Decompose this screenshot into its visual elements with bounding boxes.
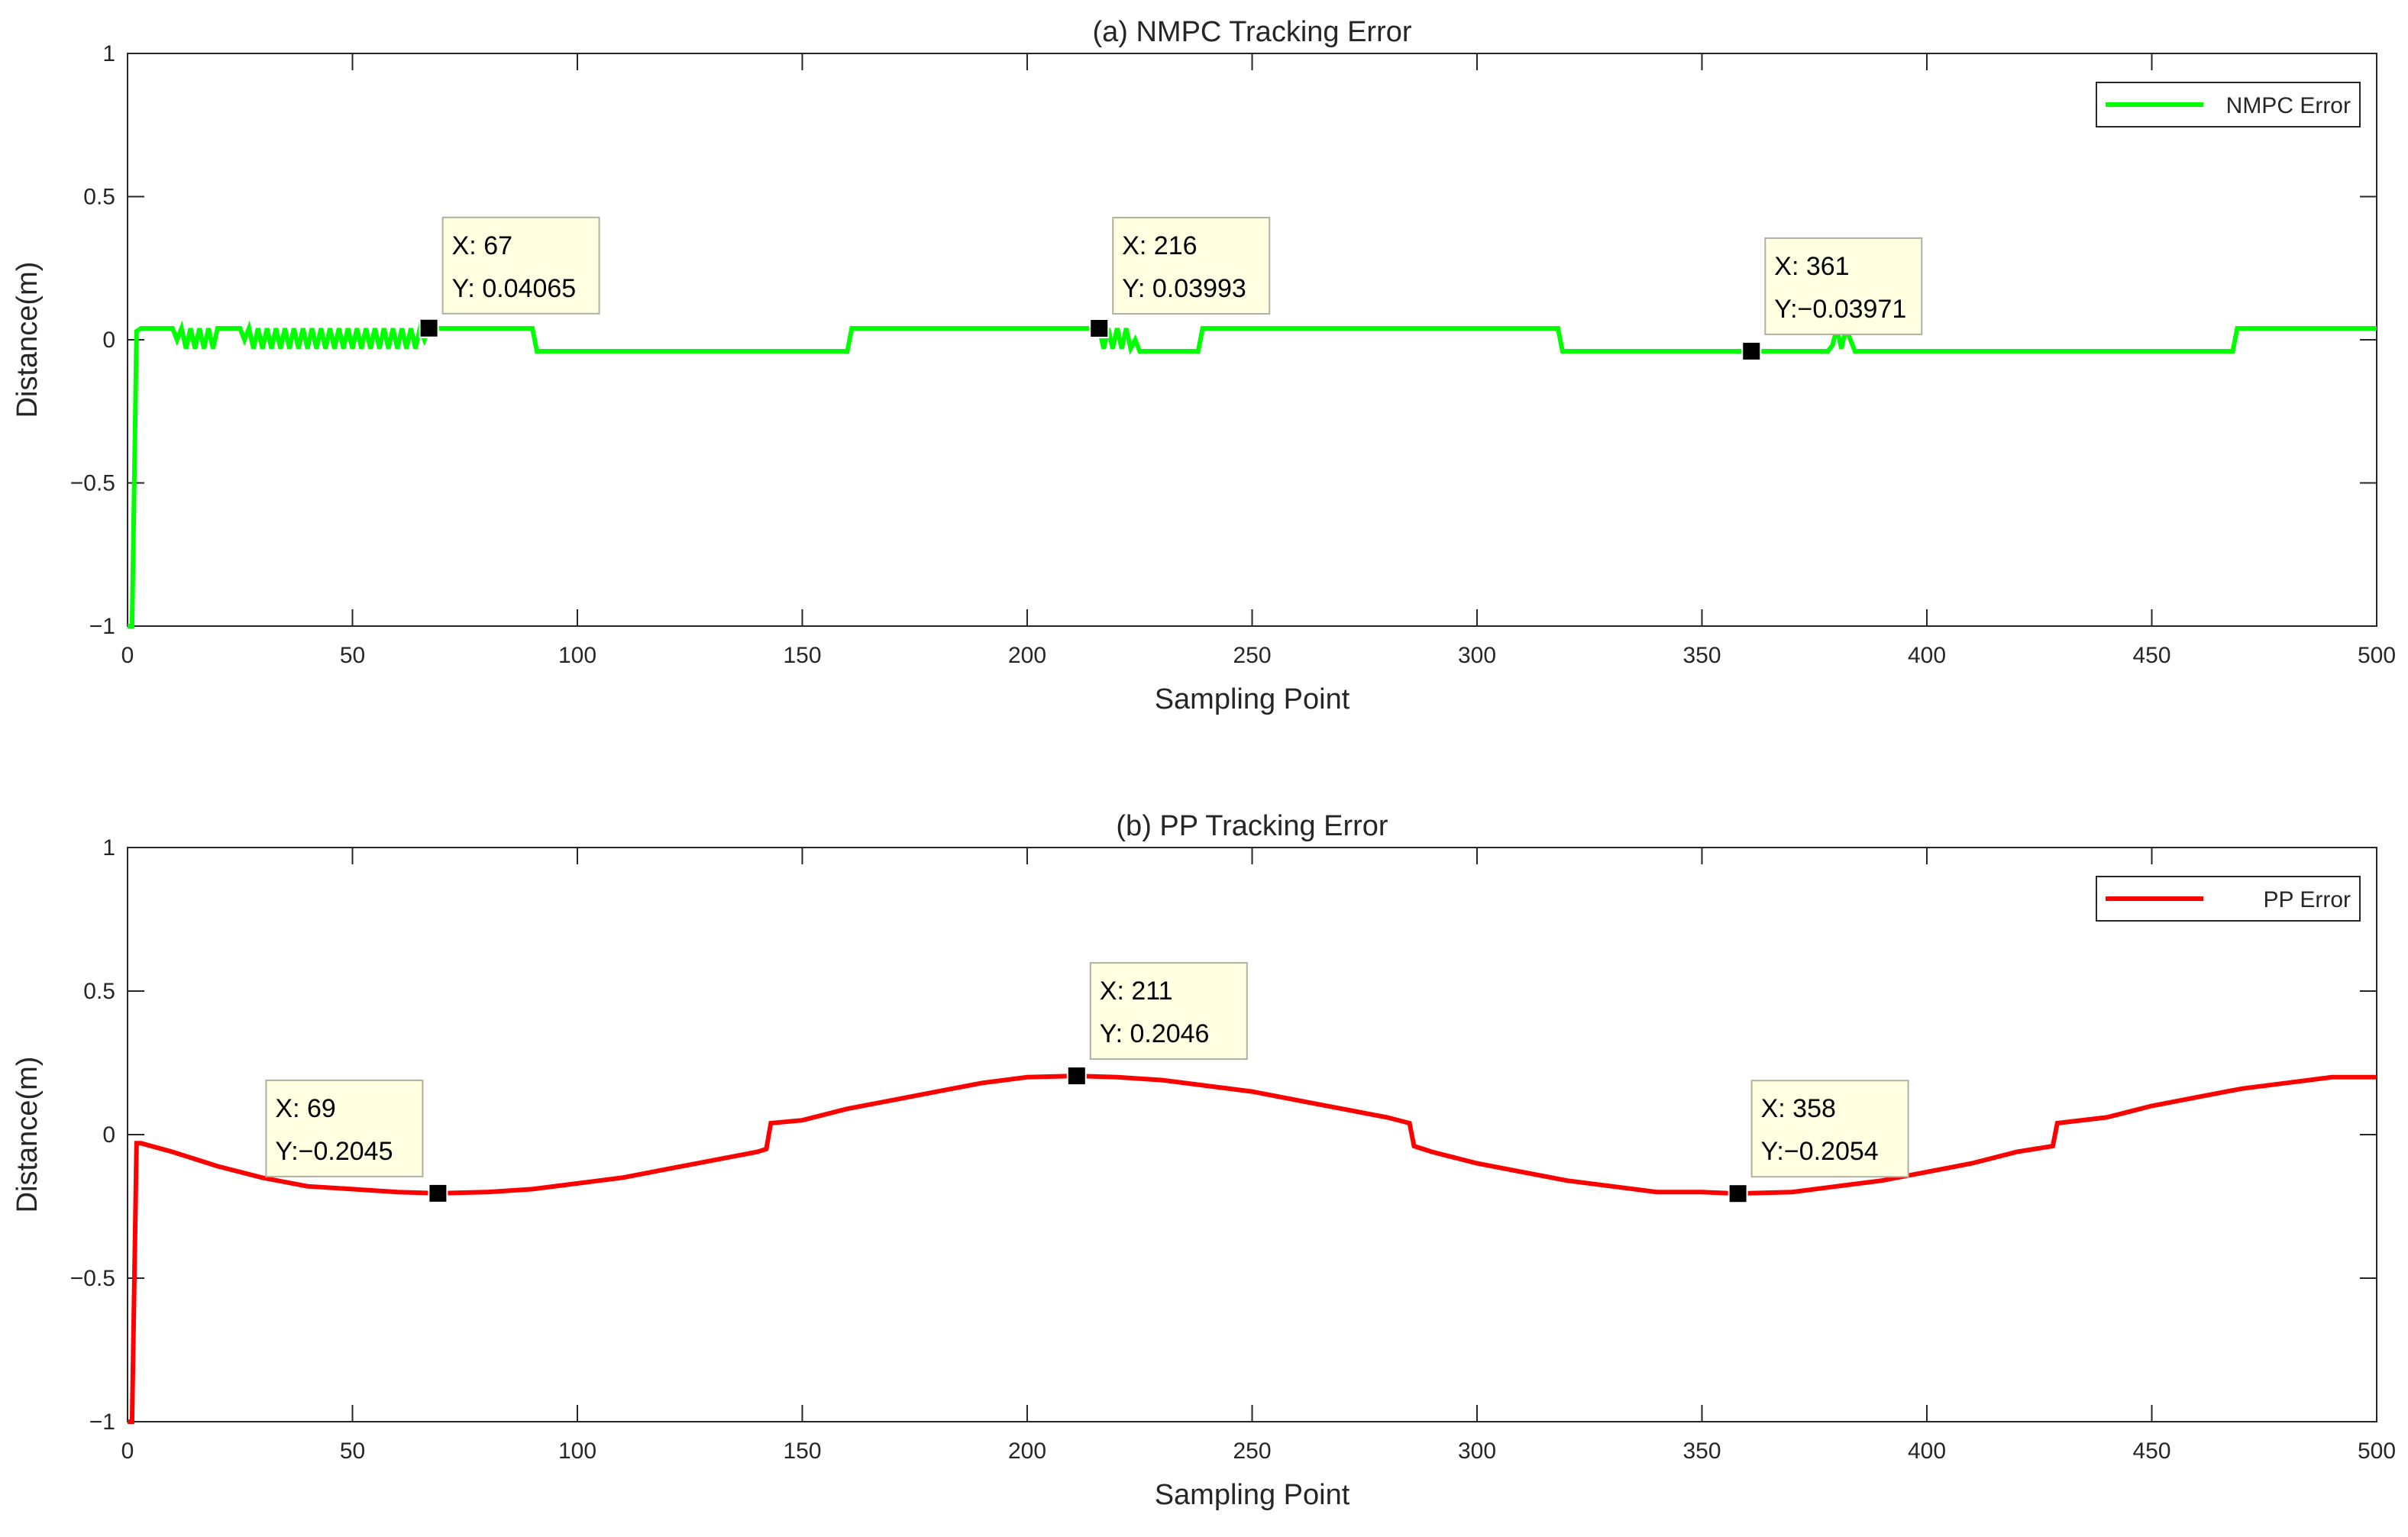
x-tick-label: 400 (1908, 643, 1946, 668)
data-tip-y: Y:−0.2045 (275, 1137, 393, 1166)
data-tip-box (1089, 962, 1248, 1061)
x-tick-label: 250 (1233, 1439, 1271, 1464)
data-tip-marker[interactable] (1741, 341, 1762, 361)
data-tip-x: X: 69 (275, 1094, 335, 1123)
y-tick-label: 0.5 (83, 979, 115, 1004)
x-tick-label: 300 (1458, 1439, 1496, 1464)
x-tick-label: 350 (1682, 1439, 1721, 1464)
data-tip-box (1764, 237, 1923, 335)
data-tip-y: Y: 0.04065 (452, 274, 577, 303)
y-axis-label: Distance(m) (11, 1057, 44, 1213)
data-tip-box (1750, 1080, 1909, 1178)
x-tick-label: 0 (121, 1439, 134, 1464)
x-tick-label: 500 (2358, 1439, 2396, 1464)
x-tick-label: 0 (121, 643, 134, 668)
x-tick-label: 200 (1008, 643, 1046, 668)
data-tip-x: X: 216 (1122, 231, 1197, 260)
y-tick-label: −0.5 (70, 1266, 115, 1291)
y-axis-label: Distance(m) (11, 262, 44, 418)
x-tick-label: 450 (2132, 1439, 2170, 1464)
data-tip-marker[interactable] (1066, 1066, 1087, 1087)
data-tip-x: X: 67 (452, 231, 512, 260)
x-tick-label: 50 (340, 1439, 365, 1464)
x-tick-label: 100 (558, 643, 596, 668)
y-tick-label: −1 (89, 614, 115, 639)
legend: NMPC Error (2096, 82, 2361, 128)
y-tick-label: −0.5 (70, 471, 115, 496)
series-line (128, 320, 2377, 628)
panel-nmpc: 0 50 100 150 200 250 300 350 400 450 500 1 0.5 0 −0.5 −… (11, 16, 2396, 715)
y-tick-label: 0.5 (83, 185, 115, 210)
data-tip-marker[interactable] (1728, 1183, 1748, 1204)
data-tip-marker[interactable] (1089, 318, 1110, 339)
x-tick-label: 500 (2358, 643, 2396, 668)
x-tick-label: 200 (1008, 1439, 1046, 1464)
data-tip-y: Y: 0.2046 (1100, 1019, 1210, 1048)
data-tip-box (441, 216, 600, 315)
x-tick-label: 100 (558, 1439, 596, 1464)
data-tip-x: X: 358 (1761, 1094, 1836, 1123)
x-tick-label: 400 (1908, 1439, 1946, 1464)
y-tick-label: 1 (102, 835, 115, 861)
y-tick-label: 0 (102, 328, 115, 353)
data-tip-y: Y:−0.2054 (1761, 1137, 1879, 1166)
x-tick-label: 150 (783, 643, 821, 668)
chart-title: (a) NMPC Tracking Error (1092, 16, 1411, 48)
x-tick-label: 150 (783, 1439, 821, 1464)
data-tip-x: X: 361 (1774, 252, 1849, 281)
data-tip[interactable]: X: 216 Y: 0.03993 (1089, 217, 1271, 339)
data-tip-y: Y: 0.03993 (1122, 274, 1246, 303)
data-tip-marker[interactable] (419, 318, 439, 338)
data-tip-x: X: 211 (1100, 977, 1173, 1006)
chart-title: (b) PP Tracking Error (1116, 810, 1388, 842)
data-tip[interactable]: X: 358 Y:−0.2054 (1728, 1080, 1909, 1204)
legend-label: NMPC Error (2226, 93, 2351, 118)
data-tip[interactable]: X: 361 Y:−0.03971 (1741, 237, 1923, 361)
plot-area (127, 847, 2377, 1422)
x-tick-label: 350 (1682, 643, 1721, 668)
x-axis-label: Sampling Point (1155, 1479, 1350, 1511)
y-tick-label: 0 (102, 1122, 115, 1148)
data-tip[interactable]: X: 69 Y:−0.2045 (265, 1079, 448, 1203)
x-tick-label: 300 (1458, 643, 1496, 668)
x-tick-label: 50 (340, 643, 365, 668)
x-axis-label: Sampling Point (1155, 683, 1350, 715)
series-line (128, 1074, 2377, 1424)
x-tick-label: 250 (1233, 643, 1271, 668)
plot-area (127, 53, 2377, 627)
legend-label: PP Error (2264, 887, 2351, 912)
y-tick-label: −1 (89, 1409, 115, 1435)
data-tip[interactable]: X: 211 Y: 0.2046 (1066, 962, 1248, 1087)
data-tip-box (265, 1079, 424, 1177)
panel-pp: 0 50 100 150 200 250 300 350 400 450 500 1 0.5 0 −0.5 −… (11, 810, 2396, 1511)
x-tick-label: 450 (2132, 643, 2170, 668)
legend: PP Error (2096, 876, 2361, 922)
y-tick-label: 1 (102, 41, 115, 66)
data-tip-marker[interactable] (428, 1183, 448, 1203)
data-tip-y: Y:−0.03971 (1774, 295, 1906, 324)
data-tip[interactable]: X: 67 Y: 0.04065 (419, 216, 600, 338)
data-tip-box (1112, 217, 1271, 315)
